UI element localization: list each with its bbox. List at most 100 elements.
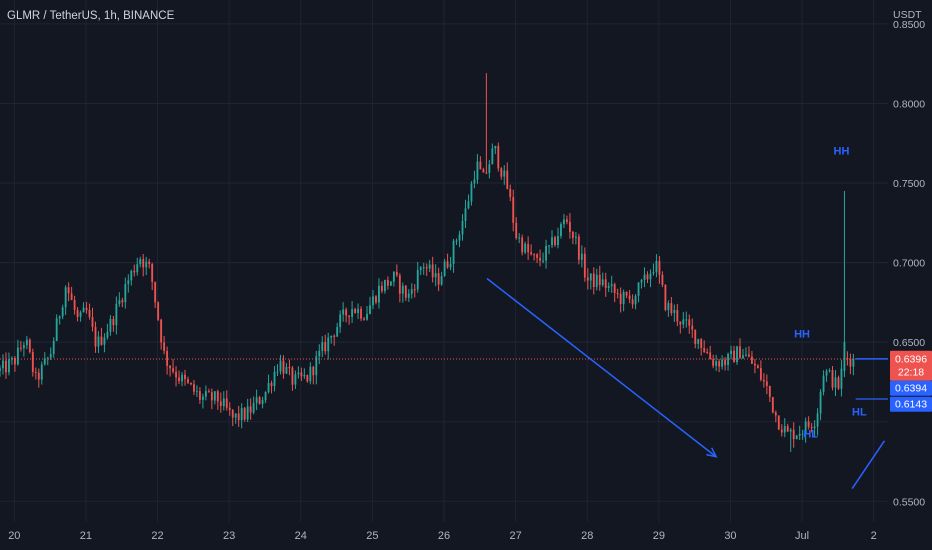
candle-body <box>727 353 729 366</box>
candle-body <box>175 371 177 378</box>
candle-body <box>178 377 180 382</box>
chart-overlay: HH HH HL HL <box>0 145 888 489</box>
candle-body <box>536 254 539 258</box>
candle-body <box>580 253 583 260</box>
candle-body <box>503 170 506 177</box>
candle-body <box>395 271 398 276</box>
candle-body <box>73 299 76 310</box>
candle-body <box>458 234 461 241</box>
candle-body <box>106 331 109 338</box>
candle-body <box>100 336 103 345</box>
candle-body <box>336 327 339 337</box>
candle-body <box>172 368 174 372</box>
y-tick-label: 0.8500 <box>893 19 925 31</box>
candle-body <box>97 336 100 347</box>
candle-body <box>28 339 31 353</box>
candle-body <box>607 285 610 288</box>
candle-body <box>485 172 488 174</box>
candle-body <box>494 145 497 149</box>
candle-body <box>181 374 183 382</box>
candle-body <box>649 273 652 280</box>
candle-body <box>228 407 231 410</box>
candle-body <box>11 357 13 360</box>
x-tick-label: 27 <box>509 530 521 542</box>
candle-body <box>404 285 407 298</box>
candle-body <box>142 259 145 268</box>
candle-body <box>398 275 401 294</box>
candle-body <box>416 270 419 290</box>
candle-body <box>673 310 676 314</box>
candle-body <box>616 293 619 295</box>
candle-body <box>801 433 804 435</box>
candle-body <box>348 315 351 317</box>
candle-body <box>521 237 524 253</box>
candle-body <box>163 342 166 351</box>
candle-body <box>563 219 565 225</box>
candle-body <box>500 168 503 177</box>
candle-body <box>566 219 568 222</box>
candle-body <box>568 221 571 232</box>
candle-body <box>216 391 219 402</box>
candle-body <box>318 350 321 357</box>
candle-body <box>661 274 664 285</box>
candle-body <box>676 310 679 322</box>
candle-body <box>357 308 359 313</box>
candle-body <box>574 236 577 238</box>
candle-body <box>79 312 82 317</box>
candle-body <box>625 291 628 296</box>
candle-body <box>533 254 536 256</box>
candle-body <box>234 413 237 418</box>
candle-body <box>187 379 189 383</box>
candle-body <box>798 433 801 436</box>
candle-body <box>428 264 431 269</box>
candle-body <box>330 335 333 338</box>
candle-body <box>136 264 139 273</box>
x-tick-label: 24 <box>295 530 307 542</box>
candle-body <box>294 374 297 385</box>
candle-body <box>76 309 79 317</box>
candle-body <box>261 400 264 404</box>
candle-body <box>34 371 37 373</box>
candle-body <box>363 318 365 320</box>
candle-body <box>518 237 521 239</box>
candle-body <box>610 284 613 286</box>
candle-body <box>843 342 846 371</box>
candle-body <box>840 368 843 389</box>
candle-body <box>297 372 300 375</box>
y-axis-unit: USDT <box>893 9 922 21</box>
candle-body <box>682 319 685 325</box>
candle-body <box>434 273 437 278</box>
candle-body <box>276 371 279 373</box>
candle-body <box>718 361 721 367</box>
candle-body <box>118 300 121 304</box>
annotation-label: HL <box>803 429 818 441</box>
candle-body <box>786 426 789 432</box>
candle-body <box>604 279 607 288</box>
candle-body <box>637 282 640 296</box>
last-price-badge <box>890 350 932 381</box>
time-axis[interactable]: 20 21 22 23 24 25 26 27 28 29 30 Jul 2 <box>8 530 877 542</box>
candle-body <box>204 391 207 397</box>
candle-body <box>640 279 643 283</box>
candle-body <box>795 435 798 440</box>
candle-body <box>652 272 655 274</box>
trend-arrow <box>486 277 717 458</box>
candle-body <box>542 260 544 262</box>
candle-body <box>213 391 216 401</box>
candle-body <box>759 368 762 380</box>
candle-body <box>548 245 550 247</box>
candle-body <box>512 197 515 223</box>
candle-body <box>643 274 646 280</box>
x-tick-label: 2 <box>871 530 877 542</box>
candle-body <box>619 293 622 304</box>
candle-body <box>524 243 527 253</box>
candle-body <box>622 291 625 304</box>
x-tick-label: 22 <box>151 530 163 542</box>
candle-body <box>685 319 688 321</box>
candle-body <box>383 279 386 292</box>
candle-body <box>121 300 124 303</box>
candle-body <box>736 346 738 363</box>
candle-body <box>124 284 127 303</box>
